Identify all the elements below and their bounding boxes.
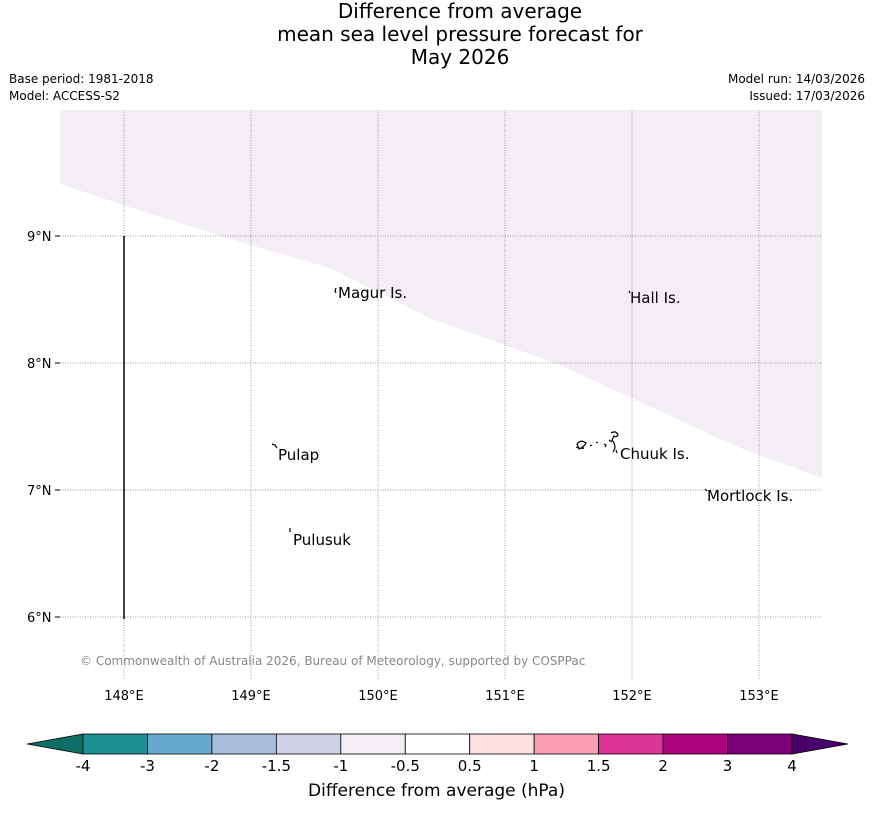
- colorbar-segment: [662, 733, 728, 755]
- colorbar: -4 -3 -2 -1.5 -1 -0.5 0.5 1 1.5 2 3 4: [26, 733, 849, 775]
- place-chuuk: Chuuk Is.: [620, 445, 689, 463]
- place-hall: Hall Is.: [630, 289, 681, 307]
- colorbar-tick-label: 4: [787, 757, 797, 775]
- colorbar-segment: [275, 733, 342, 755]
- colorbar-segment: [211, 733, 277, 755]
- lon-label-152: 152°E: [612, 689, 652, 704]
- island-pulap: [271, 443, 278, 449]
- colorbar-tick-label: 0.5: [458, 757, 482, 775]
- colorbar-segment: [82, 733, 148, 755]
- colorbar-segment: [469, 733, 535, 755]
- place-mortlock: Mortlock Is.: [707, 487, 793, 505]
- lat-label-6: 6°N: [27, 611, 52, 626]
- colorbar-tick-label: -1: [333, 757, 348, 775]
- lon-label-153: 153°E: [739, 689, 779, 704]
- model-run: Model run: 14/03/2026: [727, 72, 865, 86]
- title-line-3: May 2026: [410, 45, 510, 69]
- base-period: Base period: 1981-2018: [9, 72, 154, 86]
- lon-label-150: 150°E: [358, 689, 398, 704]
- title-line-2: mean sea level pressure forecast for: [277, 22, 643, 46]
- lon-label-151: 151°E: [485, 689, 525, 704]
- colorbar-segment: [340, 733, 406, 755]
- colorbar-extend-low: [26, 733, 84, 755]
- place-pulap: Pulap: [278, 446, 319, 464]
- colorbar-segment: [404, 733, 471, 755]
- copyright-notice: © Commonwealth of Australia 2026, Bureau…: [80, 654, 585, 668]
- issued-date: Issued: 17/03/2026: [749, 89, 865, 103]
- colorbar-tick-label: -4: [76, 757, 91, 775]
- place-magur: Magur Is.: [338, 284, 407, 302]
- colorbar-label: Difference from average (hPa): [308, 781, 565, 801]
- title-line-1: Difference from average: [337, 0, 583, 23]
- colorbar-segment: [727, 733, 793, 755]
- colorbar-tick-label: 1.5: [587, 757, 611, 775]
- colorbar-tick-label: 3: [723, 757, 733, 775]
- colorbar-tick-label: -1.5: [262, 757, 291, 775]
- lat-label-7: 7°N: [27, 484, 52, 499]
- lat-tick-marks: [55, 235, 60, 618]
- island-chuuk-lagoon: [575, 431, 619, 454]
- colorbar-tick-label: -3: [140, 757, 155, 775]
- island-magur: [334, 287, 337, 294]
- colorbar-tick-label: -2: [204, 757, 219, 775]
- island-hall: [628, 290, 631, 294]
- model-name: Model: ACCESS-S2: [9, 89, 121, 103]
- colorbar-tick-label: 1: [529, 757, 539, 775]
- lon-label-148: 148°E: [104, 689, 144, 704]
- place-pulusuk: Pulusuk: [293, 531, 351, 549]
- anomaly-shading: [60, 110, 822, 478]
- lat-label-8: 8°N: [27, 357, 52, 372]
- colorbar-segment: [598, 733, 664, 755]
- colorbar-segment: [533, 733, 600, 755]
- colorbar-tick-label: 2: [658, 757, 668, 775]
- colorbar-tick-label: -0.5: [391, 757, 420, 775]
- colorbar-segment: [147, 733, 213, 755]
- lat-label-9: 9°N: [27, 230, 52, 245]
- lon-label-149: 149°E: [231, 689, 271, 704]
- island-mortlock: [704, 488, 708, 492]
- colorbar-extend-high: [791, 733, 849, 755]
- island-outlines: [271, 287, 708, 532]
